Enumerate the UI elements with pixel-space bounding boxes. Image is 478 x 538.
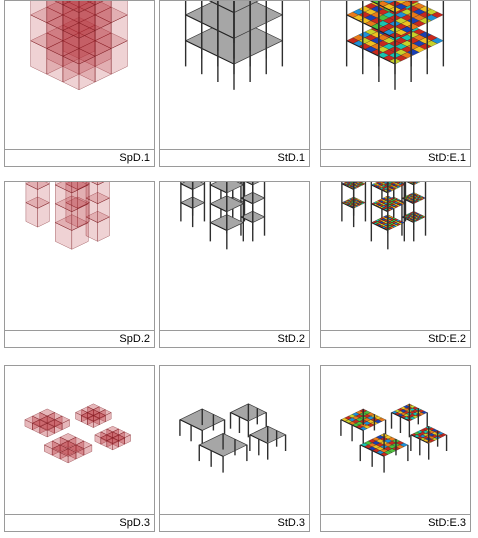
panel-spd-2: SpD.2 xyxy=(4,181,155,348)
caption-std-1: StD.1 xyxy=(160,149,309,166)
caption-ste-3: StD:E.3 xyxy=(321,514,470,531)
panel-ste-3: StD:E.3 xyxy=(320,365,471,532)
caption-spd-1: SpD.1 xyxy=(5,149,154,166)
panel-ste-2: StD:E.2 xyxy=(320,181,471,348)
diagram-ste-2 xyxy=(341,182,427,250)
diagram-std-1 xyxy=(184,1,284,90)
caption-ste-1: StD:E.1 xyxy=(321,149,470,166)
caption-spd-2: SpD.2 xyxy=(5,330,154,347)
caption-std-2: StD.2 xyxy=(160,330,309,347)
caption-std-3: StD.3 xyxy=(160,514,309,531)
panel-spd-1: SpD.1 xyxy=(4,0,155,167)
panel-ste-1: StD:E.1 xyxy=(320,0,471,167)
panel-std-1: StD.1 xyxy=(159,0,310,167)
diagram-spd-2 xyxy=(25,182,110,250)
diagram-ste-1 xyxy=(345,1,445,90)
panel-std-3: StD.3 xyxy=(159,365,310,532)
diagram-std-3 xyxy=(179,403,287,473)
diagram-ste-3 xyxy=(340,403,448,473)
diagram-std-2 xyxy=(180,182,266,250)
diagram-spd-3 xyxy=(24,403,132,464)
panel-spd-3: SpD.3 xyxy=(4,365,155,532)
caption-ste-2: StD:E.2 xyxy=(321,330,470,347)
diagram-spd-1 xyxy=(30,1,128,91)
caption-spd-3: SpD.3 xyxy=(5,514,154,531)
panel-std-2: StD.2 xyxy=(159,181,310,348)
